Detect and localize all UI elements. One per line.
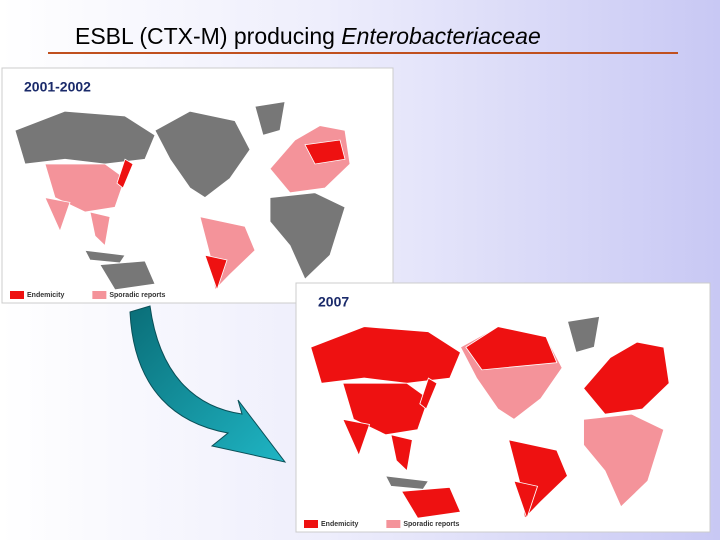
map-label: 2001-2002 (24, 79, 91, 95)
legend-label: Endemicity (27, 292, 64, 299)
legend-swatch (304, 520, 318, 528)
legend-label: Sporadic reports (109, 292, 165, 299)
legend-label: Sporadic reports (403, 521, 459, 528)
arrow (129, 305, 287, 463)
legend-swatch (386, 520, 401, 528)
title-text: ESBL (CTX-M) producing (75, 23, 341, 49)
title-italic: Enterobacteriaceae (341, 23, 540, 49)
title: ESBL (CTX-M) producing Enterobacteriacea… (75, 23, 541, 49)
map-panel-1 (1, 67, 394, 304)
map-label: 2007 (318, 294, 349, 310)
map-panel-2 (295, 282, 711, 533)
legend-label: Endemicity (321, 521, 358, 528)
legend-swatch (10, 291, 24, 299)
legend-swatch (92, 291, 107, 299)
